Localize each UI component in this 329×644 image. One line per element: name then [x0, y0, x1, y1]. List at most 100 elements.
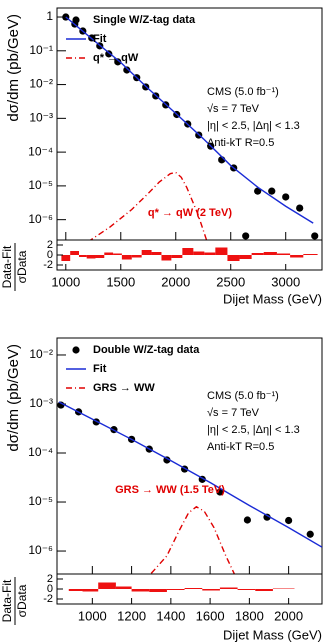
y-tick-label: 10⁻⁴	[28, 144, 53, 158]
x-tick-label: 1600	[196, 608, 225, 623]
residual-bar	[251, 253, 264, 255]
residual-bar	[104, 252, 114, 255]
legend-marker	[72, 346, 80, 354]
y-tick-label: 10⁻⁶	[28, 212, 53, 226]
signal-label: GRS → WW (1.5 TeV)	[115, 484, 225, 496]
residual-bar	[98, 582, 116, 589]
residual-bar	[115, 586, 132, 589]
y-tick-label: 1	[46, 9, 53, 23]
signal-label: q* → qW (2 TeV)	[148, 207, 232, 219]
residual-bar	[131, 589, 150, 592]
residual-bar	[202, 589, 220, 591]
residual-bar	[290, 255, 304, 258]
residual-bar	[131, 255, 142, 258]
data-point	[216, 488, 224, 496]
x-tick-label: 2500	[216, 274, 245, 289]
x-tick-label: 3000	[271, 274, 300, 289]
annotation: CMS (5.0 fb⁻¹)	[207, 86, 279, 98]
residual-bar	[184, 588, 203, 589]
legend-label: GRS → WW	[93, 382, 155, 394]
data-point	[285, 516, 293, 525]
residual-bar	[166, 589, 185, 590]
y-tick-label: 10⁻¹	[29, 43, 53, 57]
residual-bar	[272, 588, 295, 589]
plot-area	[62, 13, 319, 240]
residual-bar	[113, 253, 122, 255]
x-tick-label: 1800	[235, 608, 264, 623]
annotation: Anti-kT R=0.5	[207, 137, 274, 149]
x-tick-label: 1500	[106, 274, 135, 289]
y-tick-label: 10⁻²	[29, 347, 53, 361]
residual-bar	[161, 255, 172, 261]
data-point	[123, 66, 131, 74]
residual-bar	[193, 251, 205, 255]
annotation: √s = 7 TeV	[207, 103, 260, 115]
legend-marker	[72, 16, 80, 24]
residual-bar	[95, 255, 105, 258]
data-point	[114, 58, 122, 66]
data-point	[311, 232, 319, 240]
y-tick-label: 10⁻⁶	[28, 543, 53, 557]
data-point	[268, 187, 276, 195]
residual-title-numerator: Data-Fit	[0, 579, 14, 622]
residual-title-denominator: σData	[15, 584, 29, 617]
y-tick-label: 10⁻²	[29, 77, 53, 91]
curve	[150, 505, 236, 574]
residual-bar	[255, 589, 273, 591]
y-axis-title: dσ/dm (pb/GeV)	[5, 344, 22, 452]
data-point	[105, 50, 113, 58]
y-tick-label: 10⁻³	[29, 111, 53, 125]
x-tick-label: 2000	[161, 274, 190, 289]
x-tick-label: 1000	[78, 608, 107, 623]
residual-title-denominator: σData	[15, 250, 29, 283]
residual-bar	[61, 255, 71, 261]
annotation: CMS (5.0 fb⁻¹)	[207, 390, 279, 402]
y-tick-label: 10⁻⁵	[28, 494, 53, 508]
residual-bar	[276, 253, 291, 255]
y-tick-label: -2	[43, 593, 53, 605]
legend-label: Double W/Z-tag data	[93, 344, 200, 356]
annotation: |η| < 2.5, |Δη| < 1.3	[207, 120, 300, 132]
residual-bar	[204, 252, 216, 255]
x-tick-label: 1400	[156, 608, 185, 623]
data-point	[282, 193, 290, 201]
residual-bar	[237, 589, 256, 590]
plot-area	[57, 401, 322, 574]
residual-bar	[121, 255, 132, 260]
data-point	[243, 516, 252, 524]
residual-bar	[239, 255, 252, 259]
y-tick-label: 10⁻⁵	[28, 178, 53, 192]
x-axis-title: Dijet Mass (GeV)	[223, 627, 322, 642]
y-tick-label: 10⁻⁴	[28, 445, 53, 459]
residual-bar	[263, 252, 277, 255]
data-point	[296, 204, 304, 212]
y-tick-label: 2	[47, 239, 53, 251]
x-tick-label: 1000	[51, 274, 80, 289]
y-axis-title: dσ/dm (pb/GeV)	[5, 14, 22, 122]
residual-bar	[68, 589, 83, 591]
x-tick-label: 1200	[117, 608, 146, 623]
curve	[89, 171, 208, 240]
x-tick-label: 2000	[274, 608, 303, 623]
x-axis-title: Dijet Mass (GeV)	[223, 291, 322, 306]
residual-bar	[227, 255, 240, 261]
annotation: |η| < 2.5, |Δη| < 1.3	[207, 424, 300, 436]
data-point	[306, 530, 314, 538]
y-tick-label: -2	[43, 259, 53, 271]
curve	[65, 16, 314, 224]
curve	[58, 401, 322, 548]
residual-bar	[82, 589, 99, 592]
legend-label: Single W/Z-tag data	[93, 14, 196, 26]
residual-bar	[182, 248, 194, 255]
residual-bar	[78, 255, 87, 257]
residual-bar	[149, 589, 167, 592]
residual-bar	[171, 255, 183, 258]
y-tick-label: 2	[47, 573, 53, 585]
residual-title-numerator: Data-Fit	[0, 245, 14, 288]
residual-bar	[219, 587, 238, 589]
y-tick-label: 0	[47, 583, 53, 595]
residual-bar	[86, 255, 96, 259]
data-point	[254, 187, 262, 195]
residual-bar	[215, 247, 228, 255]
